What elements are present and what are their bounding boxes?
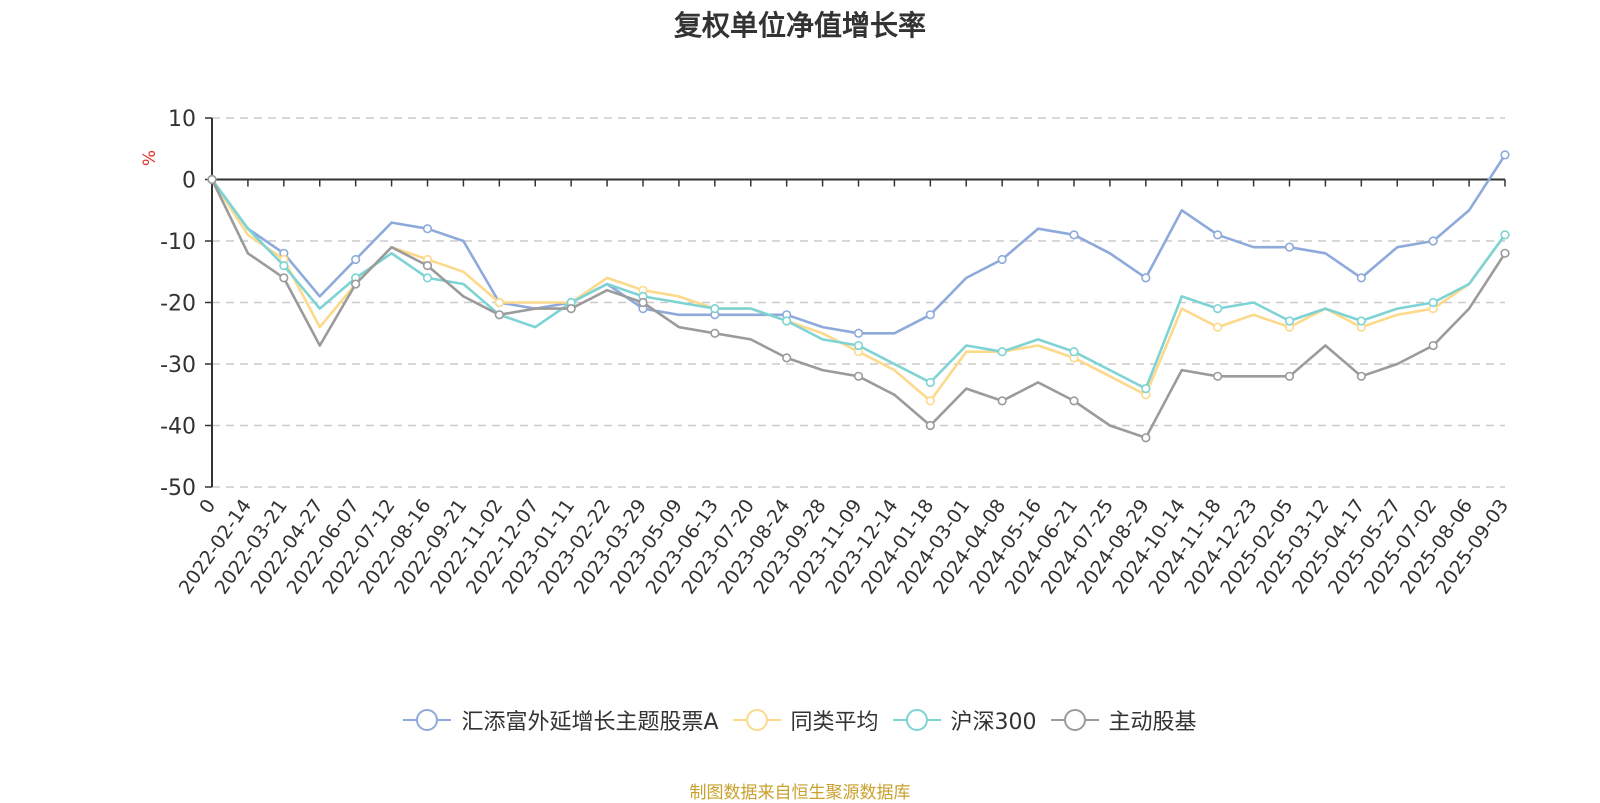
legend-swatch-icon bbox=[403, 709, 452, 731]
data-point bbox=[782, 316, 792, 326]
y-tick-label: -20 bbox=[160, 292, 196, 317]
data-point bbox=[997, 347, 1007, 357]
data-point bbox=[1500, 150, 1510, 160]
data-point bbox=[279, 261, 289, 271]
data-point bbox=[1141, 433, 1151, 443]
data-point bbox=[1213, 371, 1223, 381]
data-point bbox=[710, 304, 720, 314]
y-tick-label: 10 bbox=[168, 107, 196, 132]
data-point bbox=[1069, 347, 1079, 357]
data-point bbox=[1213, 322, 1223, 332]
legend-label: 主动股基 bbox=[1108, 710, 1197, 735]
legend-swatch-icon bbox=[1050, 709, 1099, 731]
series-line-1 bbox=[210, 178, 1507, 403]
data-point bbox=[422, 273, 433, 283]
data-point bbox=[207, 174, 217, 185]
data-point bbox=[853, 328, 864, 338]
data-point bbox=[710, 328, 720, 338]
data-point bbox=[782, 353, 792, 363]
series-lines bbox=[207, 150, 1510, 443]
data-point bbox=[1500, 248, 1510, 258]
data-point bbox=[853, 371, 864, 381]
data-point bbox=[997, 254, 1007, 265]
data-point bbox=[1500, 230, 1510, 240]
data-point bbox=[1356, 316, 1366, 326]
legend-label: 汇添富外延增长主题股票A bbox=[461, 710, 719, 735]
data-point bbox=[494, 310, 504, 320]
chart-title: 复权单位净值增长率 bbox=[673, 9, 926, 42]
data-point bbox=[422, 261, 433, 271]
data-point bbox=[925, 396, 935, 406]
data-point bbox=[1069, 396, 1079, 406]
y-tick-label: -10 bbox=[160, 230, 196, 255]
data-point bbox=[638, 297, 648, 308]
data-point bbox=[1428, 297, 1438, 308]
legend-label: 同类平均 bbox=[790, 710, 879, 735]
data-point bbox=[1069, 230, 1079, 240]
y-axis-label: % bbox=[140, 150, 160, 166]
data-point bbox=[1284, 371, 1295, 381]
legend-item[interactable]: 汇添富外延增长主题股票A bbox=[403, 704, 719, 736]
y-tick-label: 0 bbox=[182, 169, 196, 194]
data-point bbox=[1356, 273, 1366, 283]
data-point bbox=[1141, 384, 1151, 394]
x-tick-label: 0 bbox=[195, 495, 220, 518]
axes: 100-10-20-30-40-50%02022-02-142022-03-21… bbox=[140, 107, 1513, 598]
data-point bbox=[925, 310, 935, 320]
data-point bbox=[351, 254, 361, 265]
legend-item[interactable]: 同类平均 bbox=[732, 704, 879, 736]
data-point bbox=[1428, 236, 1438, 246]
y-tick-label: -40 bbox=[160, 415, 196, 440]
legend-swatch-icon bbox=[892, 709, 941, 731]
data-point bbox=[1356, 371, 1366, 381]
data-point bbox=[1284, 242, 1295, 252]
data-point bbox=[997, 396, 1007, 406]
data-point bbox=[1213, 304, 1223, 314]
data-point bbox=[351, 279, 361, 289]
data-point bbox=[1213, 230, 1223, 240]
data-point bbox=[925, 420, 935, 431]
data-point bbox=[566, 304, 576, 314]
data-point bbox=[1428, 340, 1438, 351]
data-point bbox=[494, 297, 504, 308]
grid-lines bbox=[212, 117, 1505, 488]
data-point bbox=[1284, 316, 1295, 326]
legend-item[interactable]: 主动股基 bbox=[1050, 704, 1197, 736]
y-tick-label: -50 bbox=[160, 476, 196, 501]
legend-item[interactable]: 沪深300 bbox=[892, 704, 1037, 736]
series-line-3 bbox=[210, 178, 1507, 440]
data-point bbox=[853, 340, 864, 351]
data-point bbox=[279, 273, 289, 283]
legend-label: 沪深300 bbox=[950, 710, 1037, 735]
legend: 汇添富外延增长主题股票A 同类平均 沪深300 主动股基 bbox=[0, 704, 1600, 736]
line-chart: 100-10-20-30-40-50%02022-02-142022-03-21… bbox=[140, 107, 1513, 598]
legend-swatch-icon bbox=[732, 709, 781, 731]
data-point bbox=[422, 224, 433, 234]
y-tick-label: -30 bbox=[160, 353, 196, 378]
source-note: 制图数据来自恒生聚源数据库 bbox=[689, 783, 911, 803]
data-point bbox=[1141, 273, 1151, 283]
data-point bbox=[925, 377, 935, 388]
